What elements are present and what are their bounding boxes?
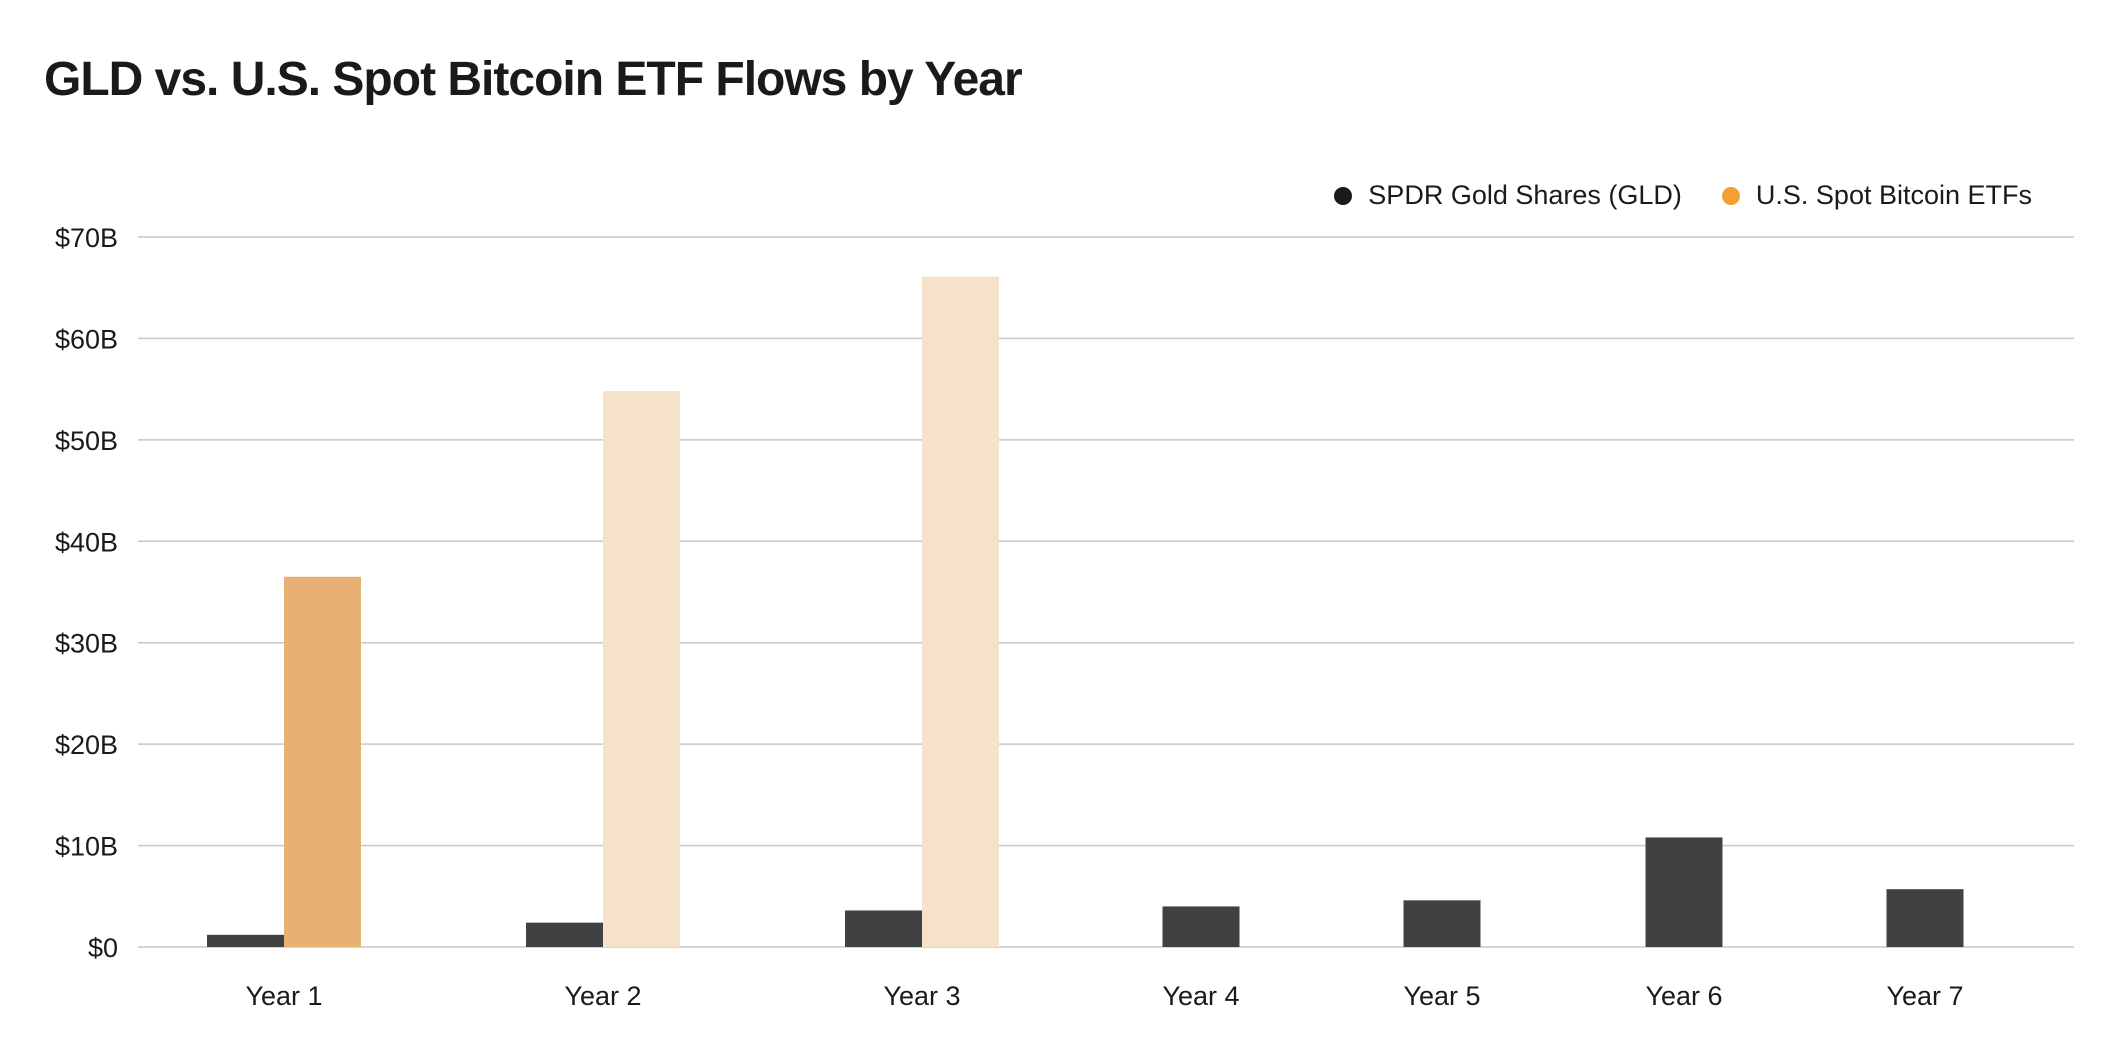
y-tick-label: $20B [55, 730, 118, 760]
x-tick-label: Year 6 [1645, 981, 1722, 1011]
x-tick-label: Year 3 [883, 981, 960, 1011]
y-tick-label: $40B [55, 527, 118, 557]
x-axis: Year 1 Year 2 Year 3 Year 4 Year 5 Year 6 Year… [245, 981, 1963, 1011]
legend-label-gld: SPDR Gold Shares (GLD) [1368, 180, 1682, 210]
x-tick-label: Year 1 [245, 981, 322, 1011]
y-tick-label: $50B [55, 426, 118, 456]
legend-item-gld[interactable]: SPDR Gold Shares (GLD) [1334, 180, 1682, 211]
y-tick-label: $10B [55, 832, 118, 862]
y-tick-label: $60B [55, 324, 118, 354]
bars [207, 276, 1964, 948]
bar-gld[interactable] [1162, 906, 1240, 947]
bar-gld[interactable] [207, 934, 284, 947]
chart-title: GLD vs. U.S. Spot Bitcoin ETF Flows by Y… [44, 53, 1023, 106]
y-tick-label: $70B [55, 223, 118, 253]
x-tick-label: Year 7 [1886, 981, 1963, 1011]
legend-dot-bitcoin [1721, 186, 1740, 205]
bar-gld[interactable] [1886, 889, 1964, 947]
legend: SPDR Gold Shares (GLD) U.S. Spot Bitcoin… [1294, 180, 2032, 211]
legend-dot-gld [1334, 186, 1353, 205]
y-axis: $0 $10B $20B $30B $40B $50B $60B $70B [55, 223, 118, 963]
y-tick-label: $0 [88, 933, 118, 963]
bar-gld[interactable] [1645, 837, 1723, 947]
bar-gld[interactable] [1403, 900, 1481, 947]
bar-bitcoin[interactable] [603, 391, 680, 948]
y-tick-label: $30B [55, 629, 118, 659]
bar-gld[interactable] [526, 922, 603, 947]
x-tick-label: Year 5 [1403, 981, 1480, 1011]
bar-gld[interactable] [845, 910, 922, 947]
x-tick-label: Year 4 [1162, 981, 1239, 1011]
legend-item-bitcoin[interactable]: U.S. Spot Bitcoin ETFs [1721, 180, 2032, 211]
bar-bitcoin[interactable] [922, 276, 999, 947]
x-tick-label: Year 2 [564, 981, 641, 1011]
bar-bitcoin[interactable] [284, 576, 361, 947]
legend-label-bitcoin: U.S. Spot Bitcoin ETFs [1755, 180, 2032, 210]
grid-lines [138, 236, 2074, 948]
